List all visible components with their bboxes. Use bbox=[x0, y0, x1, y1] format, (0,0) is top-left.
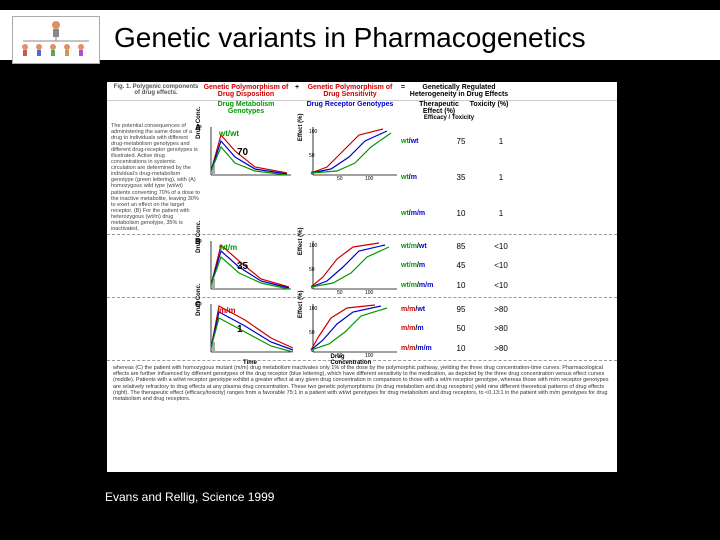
genotype-combination-column: m/m/wt m/m/m m/m/m/m bbox=[401, 300, 441, 358]
subhead-therapeutic: Therapeutic Effect (%) bbox=[409, 101, 469, 115]
y-axis-label: Drug Conc. bbox=[196, 106, 202, 138]
drug-concentration-chart: Cm/m1Drug Conc.Time bbox=[205, 300, 295, 358]
therapeutic-value: 35 bbox=[441, 173, 481, 182]
y-axis-label: Drug Conc. bbox=[196, 220, 202, 252]
drug-effect-chart: 10050050100Effect (%) bbox=[307, 123, 401, 181]
toxicity-value: <10 bbox=[481, 242, 521, 251]
y-axis-label: Effect (%) bbox=[298, 113, 304, 141]
genotype-pair: m/m/m bbox=[401, 325, 441, 332]
inactive-percent: 70 bbox=[237, 147, 248, 158]
figure-caption: whereas (C) the patient with homozygous … bbox=[107, 361, 617, 407]
y-axis-label: Drug Conc. bbox=[196, 283, 202, 315]
therapeutic-value: 95 bbox=[441, 305, 481, 314]
figure-row-C: Cm/m1Drug Conc.Time10050050100Effect (%)… bbox=[107, 298, 617, 361]
metab-genotype-label: wt/m bbox=[219, 243, 237, 252]
svg-text:100: 100 bbox=[365, 176, 374, 181]
genotype-pair: wt/m/m/m bbox=[401, 282, 441, 289]
toxicity-value: >80 bbox=[481, 305, 521, 314]
svg-text:100: 100 bbox=[365, 290, 374, 295]
svg-text:50: 50 bbox=[337, 176, 343, 181]
metab-genotype-label: wt/wt bbox=[219, 129, 239, 138]
subhead-toxicity: Toxicity (%) bbox=[469, 101, 509, 115]
genotype-combination-column: wt/m/wt wt/m/m wt/m/m/m bbox=[401, 237, 441, 295]
svg-text:50: 50 bbox=[309, 330, 315, 336]
toxicity-value: <10 bbox=[481, 261, 521, 270]
figure-row-B: Bwt/m35Drug Conc.10050050100Effect (%)wt… bbox=[107, 235, 617, 298]
toxicity-value: >80 bbox=[481, 344, 521, 353]
genotype-pair: m/m/m/m bbox=[401, 345, 441, 352]
svg-text:100: 100 bbox=[309, 129, 318, 135]
toxicity-value: >80 bbox=[481, 324, 521, 333]
y-axis-label: Effect (%) bbox=[298, 290, 304, 318]
x-axis-label: Time bbox=[243, 360, 257, 366]
subhead-metabolism: Drug Metabolism Genotypes bbox=[201, 101, 291, 115]
therapeutic-value: 10 bbox=[441, 344, 481, 353]
row-description bbox=[111, 237, 205, 295]
drug-concentration-chart: Bwt/m35Drug Conc. bbox=[205, 237, 295, 295]
genotype-pair: wt/m/wt bbox=[401, 243, 441, 250]
toxicity-column: 1 1 1 bbox=[481, 123, 521, 232]
therapeutic-value: 10 bbox=[441, 209, 481, 218]
svg-text:100: 100 bbox=[309, 306, 318, 312]
toxicity-value: 1 bbox=[481, 137, 521, 146]
genotype-pair: wt/m/m bbox=[401, 262, 441, 269]
header-poly-sensitivity: Genetic Polymorphism of Drug Sensitivity bbox=[303, 84, 397, 98]
row-description bbox=[111, 300, 205, 358]
drug-concentration-chart: Awt/wt70Drug Conc. bbox=[205, 123, 295, 181]
therapeutic-value: 50 bbox=[441, 324, 481, 333]
metab-genotype-label: m/m bbox=[219, 306, 235, 315]
therapeutic-value: 75 bbox=[441, 137, 481, 146]
therapeutic-value: 10 bbox=[441, 281, 481, 290]
svg-text:50: 50 bbox=[337, 290, 343, 295]
genotype-pair: m/m/wt bbox=[401, 306, 441, 313]
plus-sign: + bbox=[291, 84, 303, 98]
slide-title: Genetic variants in Pharmacogenetics bbox=[110, 20, 590, 56]
y-axis-label: Effect (%) bbox=[298, 227, 304, 255]
therapeutic-effect-column: 85 45 10 bbox=[441, 237, 481, 295]
toxicity-value: 1 bbox=[481, 173, 521, 182]
figure-header: Fig. 1. Polygenic components of drug eff… bbox=[107, 82, 617, 101]
genotype-pair: wt/m bbox=[401, 174, 441, 181]
figure-subheader: Drug Metabolism Genotypes Drug Receptor … bbox=[107, 101, 617, 115]
drug-effect-chart: 10050050100Effect (%) bbox=[307, 237, 401, 295]
pedigree-icon bbox=[12, 16, 100, 64]
therapeutic-value: 85 bbox=[441, 242, 481, 251]
inactive-percent: 1 bbox=[237, 324, 243, 335]
figure-panel: Fig. 1. Polygenic components of drug eff… bbox=[105, 80, 619, 474]
subhead-receptor: Drug Receptor Genotypes bbox=[303, 101, 397, 115]
toxicity-value: <10 bbox=[481, 281, 521, 290]
equals-sign: = bbox=[397, 84, 409, 98]
toxicity-column: >80 >80 >80 bbox=[481, 300, 521, 358]
inactive-percent: 35 bbox=[237, 261, 248, 272]
drug-effect-chart: 10050050100Effect (%)Drug Concentration bbox=[307, 300, 401, 358]
therapeutic-value: 45 bbox=[441, 261, 481, 270]
genotype-pair: wt/wt bbox=[401, 138, 441, 145]
toxicity-value: 1 bbox=[481, 209, 521, 218]
svg-text:50: 50 bbox=[309, 267, 315, 273]
fig-label: Fig. 1. Polygenic components of drug eff… bbox=[111, 84, 201, 98]
citation-text: Evans and Rellig, Science 1999 bbox=[105, 490, 274, 504]
genotype-pair: wt/m/m bbox=[401, 210, 441, 217]
svg-text:100: 100 bbox=[309, 243, 318, 249]
header-poly-disposition: Genetic Polymorphism of Drug Disposition bbox=[201, 84, 291, 98]
figure-row-A: The potential consequences of administer… bbox=[107, 121, 617, 235]
toxicity-column: <10 <10 <10 bbox=[481, 237, 521, 295]
figure-rows: The potential consequences of administer… bbox=[107, 121, 617, 361]
therapeutic-effect-column: 95 50 10 bbox=[441, 300, 481, 358]
therapeutic-effect-column: 75 35 10 bbox=[441, 123, 481, 232]
genotype-combination-column: wt/wt wt/m wt/m/m bbox=[401, 123, 441, 232]
x-axis-label: Drug Concentration bbox=[331, 354, 378, 366]
svg-text:50: 50 bbox=[309, 153, 315, 159]
header-heterogeneity: Genetically Regulated Heterogeneity in D… bbox=[409, 84, 509, 98]
row-description: The potential consequences of administer… bbox=[111, 123, 205, 232]
